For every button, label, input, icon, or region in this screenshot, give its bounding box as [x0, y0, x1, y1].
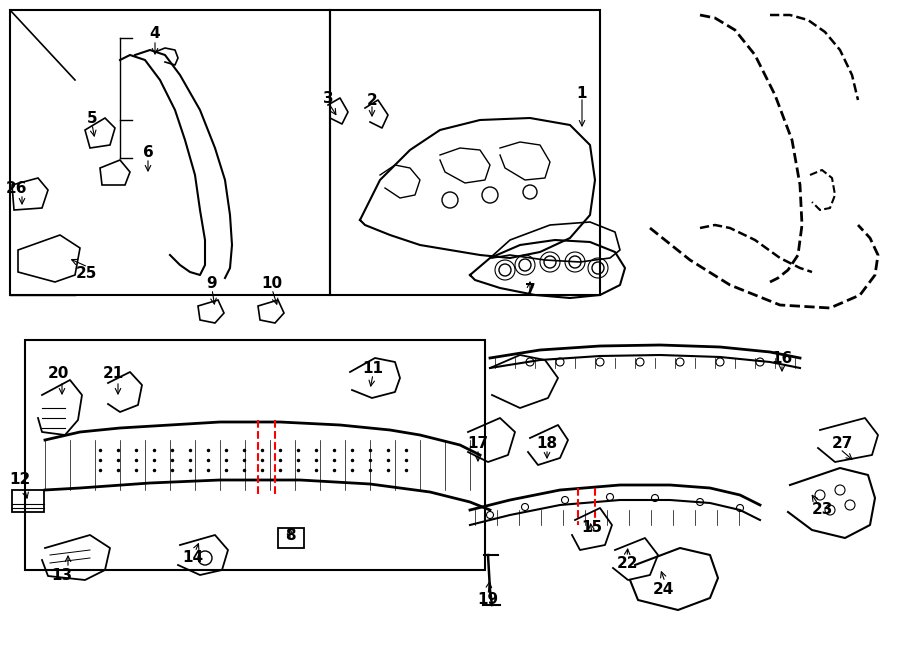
Text: 3: 3 [323, 91, 333, 105]
Text: 8: 8 [284, 528, 295, 542]
Text: 10: 10 [261, 275, 283, 291]
Bar [278, 528, 304, 548]
Text: 7: 7 [525, 283, 535, 297]
Text: 12: 12 [9, 473, 31, 487]
Bar [12, 490, 44, 512]
Text: 17: 17 [467, 436, 489, 451]
Text: 25: 25 [76, 265, 96, 281]
Text: 20: 20 [48, 365, 68, 381]
Text: 2: 2 [366, 93, 377, 107]
Bar [330, 10, 600, 295]
Text: 26: 26 [5, 181, 27, 195]
Text: 27: 27 [832, 436, 852, 451]
Text: 11: 11 [363, 361, 383, 375]
Text: 18: 18 [536, 436, 558, 451]
Text: 4: 4 [149, 26, 160, 40]
Text: 22: 22 [616, 555, 638, 571]
Text: 16: 16 [771, 350, 793, 365]
Text: 19: 19 [477, 592, 499, 608]
Text: 24: 24 [652, 583, 674, 598]
Text: 1: 1 [577, 85, 587, 101]
Text: 14: 14 [183, 551, 203, 565]
Text: 21: 21 [103, 365, 123, 381]
Text: 13: 13 [51, 567, 73, 583]
Text: 23: 23 [811, 502, 832, 518]
Text: 6: 6 [142, 144, 153, 160]
Bar [25, 340, 485, 570]
Text: 15: 15 [581, 520, 603, 536]
Text: 9: 9 [207, 275, 217, 291]
Text: 5: 5 [86, 111, 97, 126]
